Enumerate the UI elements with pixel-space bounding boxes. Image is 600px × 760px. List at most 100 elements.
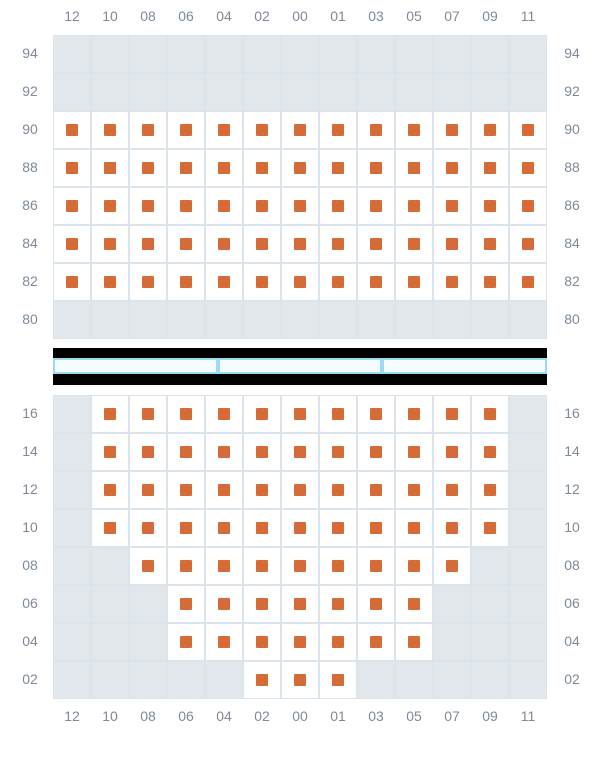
seat-marker[interactable] [294,636,306,648]
seat-marker[interactable] [142,522,154,534]
seat-marker[interactable] [332,674,344,686]
seat-marker[interactable] [104,162,116,174]
seat-marker[interactable] [180,200,192,212]
seat-marker[interactable] [104,522,116,534]
seat-marker[interactable] [180,408,192,420]
seat-marker[interactable] [256,446,268,458]
seat-marker[interactable] [484,238,496,250]
seat-marker[interactable] [218,636,230,648]
seat-marker[interactable] [218,560,230,572]
seat-marker[interactable] [484,522,496,534]
seat-marker[interactable] [446,162,458,174]
seat-marker[interactable] [408,408,420,420]
seat-marker[interactable] [370,238,382,250]
seat-marker[interactable] [294,124,306,136]
seat-marker[interactable] [256,522,268,534]
seat-marker[interactable] [332,162,344,174]
seat-marker[interactable] [332,598,344,610]
seat-marker[interactable] [294,162,306,174]
seat-marker[interactable] [446,276,458,288]
seat-marker[interactable] [180,484,192,496]
seat-marker[interactable] [484,276,496,288]
seat-marker[interactable] [370,522,382,534]
seat-marker[interactable] [370,446,382,458]
seat-marker[interactable] [522,162,534,174]
seat-marker[interactable] [218,598,230,610]
seat-marker[interactable] [332,276,344,288]
seat-marker[interactable] [142,238,154,250]
seat-marker[interactable] [142,162,154,174]
seat-marker[interactable] [142,446,154,458]
seat-marker[interactable] [332,200,344,212]
seat-marker[interactable] [332,560,344,572]
seat-marker[interactable] [370,636,382,648]
seat-marker[interactable] [370,560,382,572]
seat-marker[interactable] [256,484,268,496]
seat-marker[interactable] [446,124,458,136]
seat-marker[interactable] [180,238,192,250]
seat-marker[interactable] [332,446,344,458]
seat-marker[interactable] [256,162,268,174]
seat-marker[interactable] [408,200,420,212]
seat-marker[interactable] [256,636,268,648]
seat-marker[interactable] [142,560,154,572]
seat-marker[interactable] [218,238,230,250]
seat-marker[interactable] [218,124,230,136]
seat-marker[interactable] [66,162,78,174]
seat-marker[interactable] [370,276,382,288]
seat-marker[interactable] [370,200,382,212]
seat-marker[interactable] [218,522,230,534]
seat-marker[interactable] [66,238,78,250]
seat-marker[interactable] [484,200,496,212]
seat-marker[interactable] [408,598,420,610]
seat-marker[interactable] [332,484,344,496]
seat-marker[interactable] [370,162,382,174]
seat-marker[interactable] [370,484,382,496]
seat-marker[interactable] [104,124,116,136]
seat-marker[interactable] [142,484,154,496]
seat-marker[interactable] [104,200,116,212]
seat-marker[interactable] [446,238,458,250]
seat-marker[interactable] [522,124,534,136]
seat-marker[interactable] [294,238,306,250]
seat-marker[interactable] [446,560,458,572]
seat-marker[interactable] [180,636,192,648]
seat-marker[interactable] [522,238,534,250]
seat-marker[interactable] [408,522,420,534]
seat-marker[interactable] [294,598,306,610]
seat-marker[interactable] [256,408,268,420]
seat-marker[interactable] [446,484,458,496]
seat-marker[interactable] [104,238,116,250]
seat-marker[interactable] [484,446,496,458]
seat-marker[interactable] [332,408,344,420]
seat-marker[interactable] [408,560,420,572]
seat-marker[interactable] [294,484,306,496]
seat-marker[interactable] [218,162,230,174]
seat-marker[interactable] [180,446,192,458]
seat-marker[interactable] [256,276,268,288]
seat-marker[interactable] [218,200,230,212]
seat-marker[interactable] [294,674,306,686]
seat-marker[interactable] [408,162,420,174]
seat-marker[interactable] [104,484,116,496]
seat-marker[interactable] [256,238,268,250]
seat-marker[interactable] [180,522,192,534]
seat-marker[interactable] [522,276,534,288]
seat-marker[interactable] [446,446,458,458]
seat-marker[interactable] [408,636,420,648]
seat-marker[interactable] [294,200,306,212]
seat-marker[interactable] [66,124,78,136]
seat-marker[interactable] [446,522,458,534]
seat-marker[interactable] [256,200,268,212]
seat-marker[interactable] [408,124,420,136]
seat-marker[interactable] [180,276,192,288]
seat-marker[interactable] [294,446,306,458]
seat-marker[interactable] [256,124,268,136]
seat-marker[interactable] [332,522,344,534]
seat-marker[interactable] [370,124,382,136]
seat-marker[interactable] [408,484,420,496]
seat-marker[interactable] [294,408,306,420]
seat-marker[interactable] [484,162,496,174]
seat-marker[interactable] [408,276,420,288]
seat-marker[interactable] [370,408,382,420]
